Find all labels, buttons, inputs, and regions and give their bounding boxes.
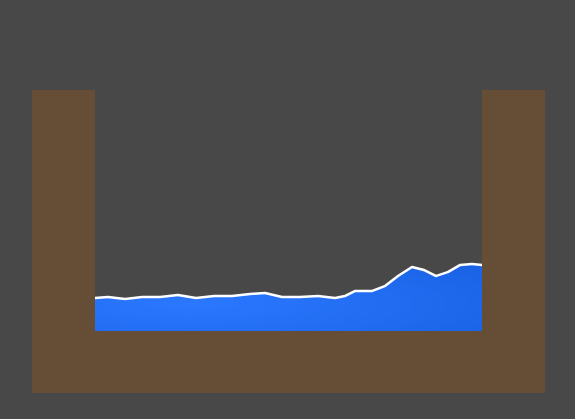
water-surface xyxy=(93,262,484,301)
container-floor xyxy=(32,331,545,393)
